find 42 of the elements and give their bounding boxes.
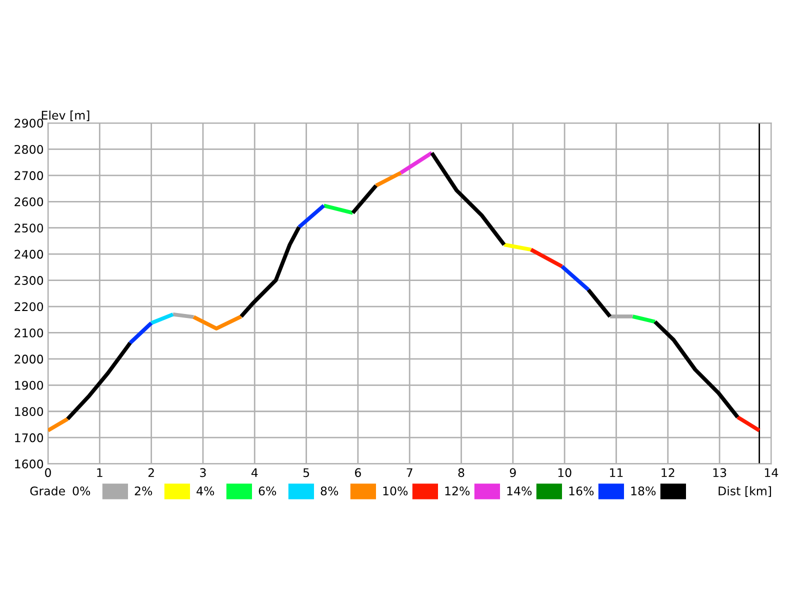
x-axis-title: Dist [km]	[718, 486, 771, 497]
y-tick-label: 2700	[14, 171, 44, 180]
legend-label: 18%	[631, 486, 656, 496]
legend-label: 14%	[507, 486, 532, 496]
y-axis-title: Elev [m]	[42, 110, 90, 122]
y-tick-label: 2000	[14, 354, 44, 364]
y-tick-label: 2600	[14, 197, 44, 206]
y-tick-label: 2800	[14, 144, 44, 154]
x-tick-label: 8	[458, 468, 464, 478]
x-tick-label: 14	[764, 468, 778, 477]
y-tick-label: 2400	[14, 250, 44, 259]
x-tick-label: 0	[45, 468, 51, 478]
x-tick-label: 6	[355, 468, 361, 478]
legend-label: 0%	[72, 486, 90, 496]
y-tick-label: 2100	[14, 328, 44, 338]
x-tick-label: 13	[713, 468, 726, 478]
legend-label: 4%	[196, 486, 214, 496]
x-tick-label: 2	[148, 468, 154, 477]
y-tick-label: 2200	[14, 302, 44, 312]
y-tick-label: 1600	[15, 460, 44, 468]
legend-label: 8%	[320, 486, 338, 496]
legend-label: 6%	[258, 486, 276, 496]
legend-label: 10%	[383, 486, 408, 496]
legend-label: 2%	[134, 486, 152, 496]
x-tick-label: 9	[510, 468, 516, 478]
x-tick-label: 12	[662, 468, 674, 477]
x-tick-label: 7	[406, 468, 412, 477]
legend-label: 16%	[569, 486, 594, 496]
y-tick-label: 2900	[14, 118, 44, 128]
y-tick-label: 2500	[14, 224, 44, 233]
x-tick-label: 10	[558, 468, 572, 478]
x-tick-label: 1	[97, 468, 102, 477]
x-tick-label: 11	[610, 468, 623, 477]
x-tick-label: 4	[251, 468, 258, 477]
x-tick-label: 3	[200, 468, 206, 478]
legend-label: 12%	[445, 486, 470, 496]
y-tick-label: 2300	[14, 276, 44, 285]
y-tick-label: 1700	[15, 433, 44, 442]
legend-title: Grade	[30, 486, 65, 496]
y-tick-label: 1800	[15, 407, 44, 416]
y-tick-label: 1900	[15, 380, 44, 390]
x-tick-label: 5	[303, 468, 310, 478]
